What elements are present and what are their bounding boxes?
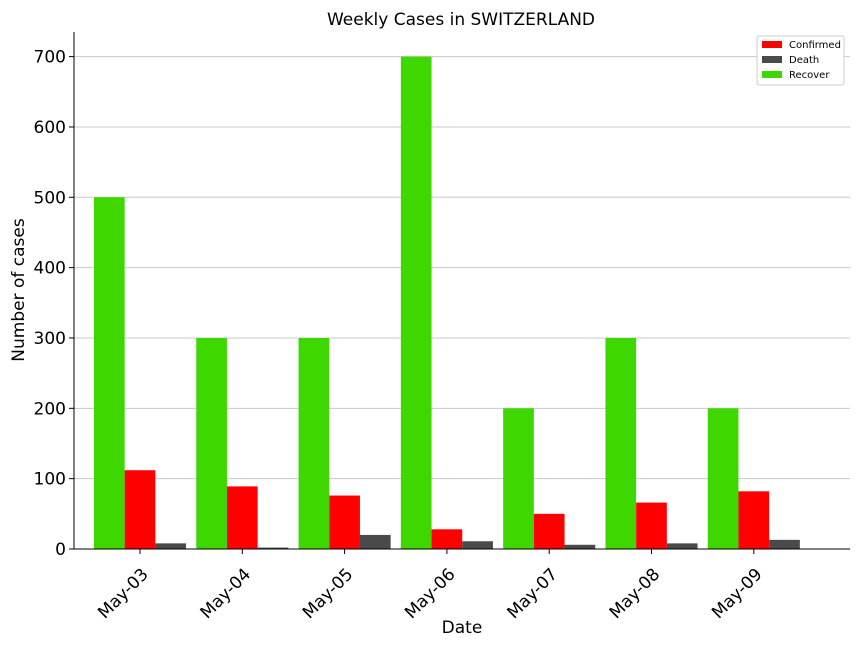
bar-confirmed-may-04 [226, 486, 258, 549]
legend-swatch-confirmed [762, 41, 782, 48]
bar-recover-may-05 [298, 337, 330, 549]
bar-confirmed-may-03 [124, 470, 156, 549]
bar-recover-may-09 [707, 408, 739, 549]
legend-swatch-death [762, 56, 782, 63]
y-tick-label: 600 [34, 118, 66, 138]
bars [93, 56, 800, 549]
x-axis-label: Date [442, 618, 483, 638]
x-tick-label: May-07 [504, 565, 562, 623]
legend: Confirmed Death Recover [756, 35, 845, 86]
x-ticks: May-03 May-04 May-05 May-06 May-07 May-08 May-… [94, 549, 767, 623]
x-tick-label: May-09 [708, 565, 766, 623]
bar-death-may-04 [257, 547, 289, 549]
bar-death-may-03 [155, 543, 187, 549]
x-tick-label: May-03 [94, 565, 152, 623]
y-tick-label: 100 [34, 470, 66, 490]
x-tick-label: May-08 [606, 565, 664, 623]
legend-label-confirmed: Confirmed [789, 40, 841, 51]
x-tick-label: May-04 [197, 565, 255, 623]
legend-label-death: Death [789, 55, 819, 66]
bar-confirmed-may-09 [738, 491, 770, 549]
y-tick-label: 300 [34, 329, 66, 349]
y-tick-label: 0 [55, 540, 66, 560]
y-tick-label: 500 [34, 188, 66, 208]
bar-confirmed-may-08 [636, 502, 667, 549]
chart-title: Weekly Cases in SWITZERLAND [327, 10, 595, 30]
bar-death-may-06 [462, 541, 493, 549]
legend-label-recover: Recover [789, 70, 830, 81]
bar-recover-may-03 [93, 197, 125, 549]
bar-recover-may-06 [400, 56, 432, 549]
y-axis-label: Number of cases [9, 218, 29, 362]
legend-swatch-recover [762, 71, 782, 78]
bar-death-may-09 [769, 539, 800, 549]
bar-recover-may-07 [503, 408, 534, 549]
x-tick-label: May-06 [401, 565, 459, 623]
bar-confirmed-may-05 [329, 495, 360, 549]
bar-confirmed-may-06 [431, 529, 463, 549]
bar-death-may-08 [666, 543, 698, 549]
bar-death-may-07 [564, 544, 596, 549]
bar-confirmed-may-07 [533, 513, 565, 549]
y-tick-label: 700 [34, 48, 66, 68]
bar-recover-may-08 [605, 337, 637, 549]
y-tick-label: 400 [34, 259, 66, 279]
y-ticks: 0 100 200 300 400 500 600 700 [34, 48, 74, 560]
x-tick-label: May-05 [299, 565, 357, 623]
bar-recover-may-04 [196, 337, 227, 549]
bar-death-may-05 [359, 534, 391, 549]
y-tick-label: 200 [34, 399, 66, 419]
